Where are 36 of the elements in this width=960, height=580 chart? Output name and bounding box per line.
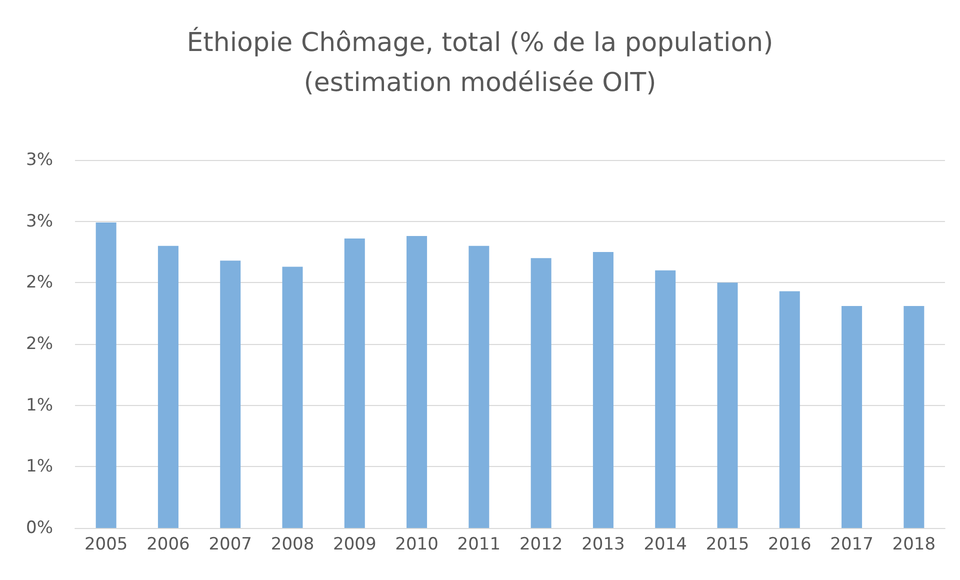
x-tick-label: 2013 [582,534,625,554]
y-tick-label: 1% [26,456,53,477]
bar [220,260,241,528]
bar [717,282,738,528]
x-tick-label: 2006 [146,534,190,554]
x-tick-label: 2010 [395,534,438,554]
bar [655,270,676,528]
x-tick-label: 2014 [644,534,687,554]
chart-title: Éthiopie Chômage, total (% de la population) (estimation modélisée OIT) [186,26,774,98]
y-tick-label: 0% [26,518,53,538]
bar [406,236,428,528]
y-tick-label: 3% [26,211,53,232]
x-tick-label: 2016 [768,534,812,554]
bar [96,222,116,528]
x-tick-label: 2007 [208,534,252,554]
bar [779,291,800,528]
x-tick-label: 2009 [333,534,376,554]
x-tick-label: 2018 [892,534,936,554]
x-tick-label: 2012 [519,534,563,554]
bar [842,306,862,528]
bar [158,246,178,528]
bar [904,306,924,528]
bar [468,246,490,528]
y-tick-label: 2% [26,272,53,293]
x-tick-label: 2008 [270,534,314,554]
x-tick-label: 2017 [830,534,874,554]
bar [282,266,303,528]
bar [344,238,365,528]
x-tick-label: 2015 [706,534,750,554]
y-tick-label: 1% [26,395,53,416]
x-tick-label: 2011 [457,534,501,554]
x-tick-label: 2005 [84,534,128,554]
bar [592,252,614,528]
y-tick-label: 2% [26,334,53,354]
bar [530,258,552,528]
y-tick-label: 3% [26,150,53,170]
